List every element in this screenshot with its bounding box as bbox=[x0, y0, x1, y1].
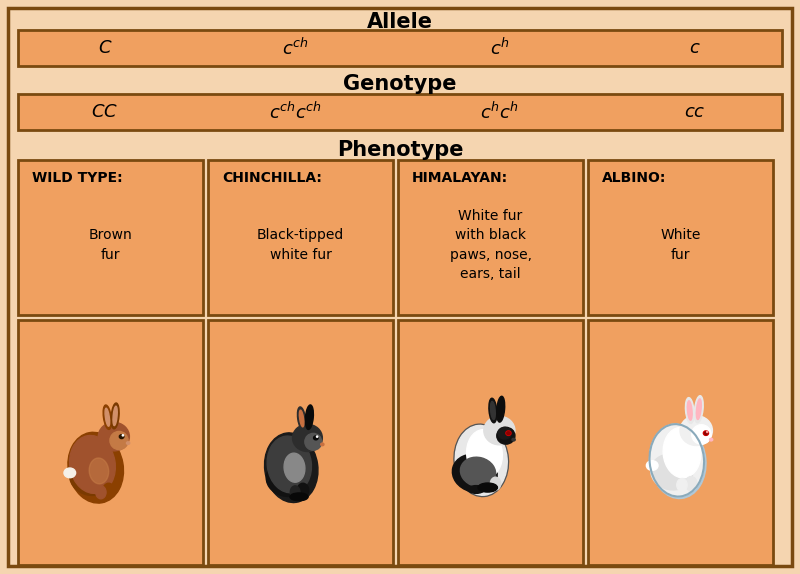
Text: $c$: $c$ bbox=[689, 39, 701, 57]
Ellipse shape bbox=[512, 439, 515, 441]
Bar bbox=[208, 320, 393, 565]
Ellipse shape bbox=[266, 462, 306, 497]
Ellipse shape bbox=[98, 422, 130, 451]
Ellipse shape bbox=[111, 403, 119, 429]
Ellipse shape bbox=[452, 454, 497, 492]
Ellipse shape bbox=[113, 406, 118, 425]
Ellipse shape bbox=[680, 416, 713, 445]
Bar bbox=[398, 160, 583, 315]
Ellipse shape bbox=[646, 461, 658, 470]
Bar bbox=[398, 320, 583, 565]
Text: $c^{h}c^{h}$: $c^{h}c^{h}$ bbox=[481, 102, 519, 123]
Ellipse shape bbox=[497, 427, 515, 444]
Text: Genotype: Genotype bbox=[343, 74, 457, 94]
Ellipse shape bbox=[122, 435, 123, 436]
Bar bbox=[208, 160, 393, 315]
Bar bbox=[588, 320, 773, 565]
Ellipse shape bbox=[265, 433, 318, 502]
Bar bbox=[18, 30, 782, 66]
Ellipse shape bbox=[290, 493, 308, 501]
Ellipse shape bbox=[677, 479, 687, 491]
Ellipse shape bbox=[454, 424, 509, 497]
Ellipse shape bbox=[710, 439, 713, 441]
Ellipse shape bbox=[490, 401, 495, 420]
Ellipse shape bbox=[498, 427, 511, 439]
Text: WILD TYPE:: WILD TYPE: bbox=[32, 171, 122, 185]
Ellipse shape bbox=[317, 436, 318, 437]
Text: Allele: Allele bbox=[367, 12, 433, 32]
Text: HIMALAYAN:: HIMALAYAN: bbox=[412, 171, 508, 185]
Text: Brown
fur: Brown fur bbox=[89, 228, 132, 262]
Ellipse shape bbox=[110, 432, 128, 449]
Ellipse shape bbox=[103, 405, 111, 429]
Ellipse shape bbox=[284, 453, 305, 482]
Ellipse shape bbox=[490, 477, 501, 490]
Ellipse shape bbox=[650, 454, 693, 490]
Ellipse shape bbox=[298, 407, 306, 430]
Ellipse shape bbox=[478, 483, 498, 492]
FancyBboxPatch shape bbox=[8, 8, 792, 566]
Ellipse shape bbox=[299, 410, 304, 427]
Ellipse shape bbox=[314, 436, 318, 440]
Bar bbox=[588, 160, 773, 315]
Text: $c^{ch}$: $c^{ch}$ bbox=[282, 37, 308, 59]
Text: $c^{h}$: $c^{h}$ bbox=[490, 37, 510, 59]
Ellipse shape bbox=[466, 429, 502, 478]
Ellipse shape bbox=[686, 398, 694, 424]
Ellipse shape bbox=[703, 431, 709, 436]
Ellipse shape bbox=[706, 431, 708, 432]
Ellipse shape bbox=[103, 483, 114, 498]
Text: $C$: $C$ bbox=[98, 39, 112, 57]
Ellipse shape bbox=[650, 424, 704, 497]
Ellipse shape bbox=[89, 458, 109, 484]
Ellipse shape bbox=[293, 424, 322, 452]
Ellipse shape bbox=[489, 398, 497, 423]
Ellipse shape bbox=[321, 443, 324, 445]
Ellipse shape bbox=[468, 486, 484, 494]
Ellipse shape bbox=[455, 425, 507, 495]
Ellipse shape bbox=[64, 468, 76, 478]
Ellipse shape bbox=[687, 401, 692, 420]
Ellipse shape bbox=[507, 432, 510, 435]
Ellipse shape bbox=[70, 436, 115, 494]
Ellipse shape bbox=[70, 459, 111, 495]
Text: $cc$: $cc$ bbox=[684, 103, 706, 121]
Ellipse shape bbox=[297, 483, 309, 498]
Ellipse shape bbox=[305, 433, 322, 450]
Ellipse shape bbox=[692, 425, 711, 444]
Ellipse shape bbox=[68, 432, 123, 503]
Bar bbox=[18, 94, 782, 130]
Text: $CC$: $CC$ bbox=[91, 103, 118, 121]
Ellipse shape bbox=[306, 405, 314, 429]
Ellipse shape bbox=[461, 457, 496, 487]
Bar bbox=[18, 320, 203, 565]
Ellipse shape bbox=[705, 432, 707, 435]
Text: White
fur: White fur bbox=[660, 228, 701, 262]
Text: Black-tipped
white fur: Black-tipped white fur bbox=[257, 228, 344, 262]
Ellipse shape bbox=[105, 408, 110, 426]
Ellipse shape bbox=[126, 442, 130, 444]
Ellipse shape bbox=[694, 395, 703, 422]
Text: $c^{ch}c^{ch}$: $c^{ch}c^{ch}$ bbox=[269, 102, 322, 123]
Ellipse shape bbox=[686, 476, 697, 491]
Ellipse shape bbox=[96, 486, 106, 499]
Text: CHINCHILLA:: CHINCHILLA: bbox=[222, 171, 322, 185]
Ellipse shape bbox=[484, 416, 515, 445]
Text: White fur
with black
paws, nose,
ears, tail: White fur with black paws, nose, ears, t… bbox=[450, 209, 531, 281]
Text: ALBINO:: ALBINO: bbox=[602, 171, 666, 185]
Ellipse shape bbox=[663, 428, 701, 478]
Ellipse shape bbox=[650, 425, 706, 498]
Ellipse shape bbox=[267, 436, 311, 493]
Ellipse shape bbox=[497, 396, 505, 422]
Ellipse shape bbox=[119, 435, 124, 439]
Ellipse shape bbox=[290, 486, 300, 499]
Ellipse shape bbox=[696, 399, 702, 420]
Bar bbox=[18, 160, 203, 315]
Ellipse shape bbox=[506, 431, 511, 436]
Text: Phenotype: Phenotype bbox=[337, 140, 463, 160]
